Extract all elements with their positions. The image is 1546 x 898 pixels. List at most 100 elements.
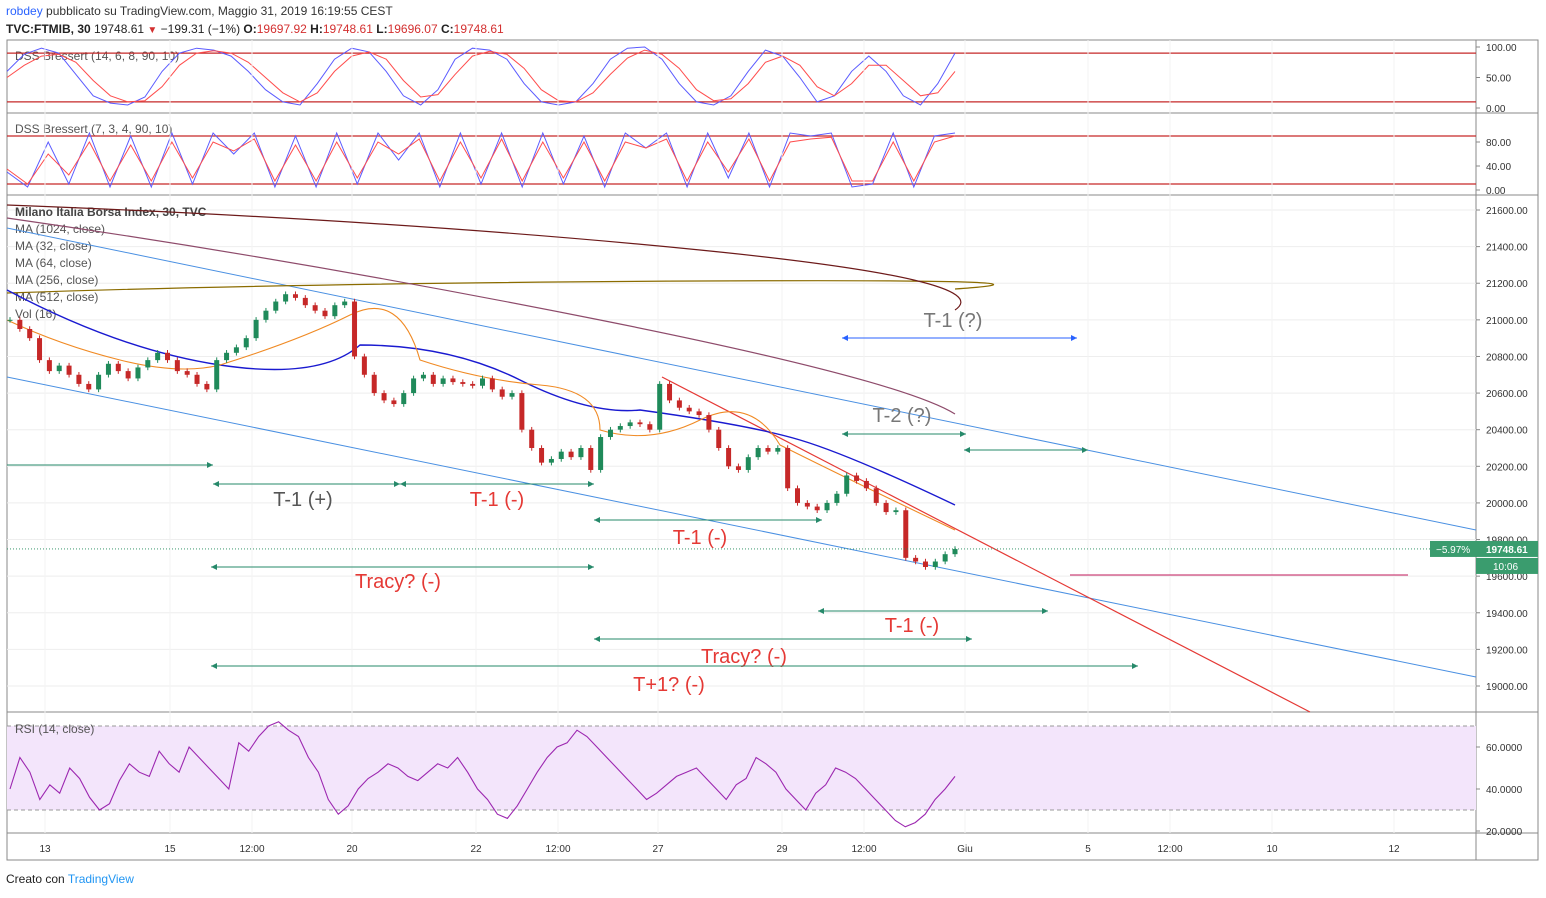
cycle-arrow-tail — [594, 636, 600, 642]
price-tick-label: 19400.00 — [1486, 609, 1528, 620]
symbol-info: TVC:FTMIB, 30 19748.61 ▼ −199.31 (−1%) O… — [6, 22, 504, 36]
close-value: 19748.61 — [453, 22, 504, 36]
dss2-title: DSS Bressert (7, 3, 4, 90, 10) — [15, 122, 172, 136]
dss2-slow-line — [6, 135, 956, 185]
ma256-line — [6, 217, 956, 415]
cycle-arrow-head — [207, 462, 213, 468]
candle-body — [204, 383, 210, 390]
candle-body — [194, 374, 200, 384]
time-tick-label: 29 — [776, 844, 788, 855]
ma64-line — [6, 289, 956, 506]
annotation-t1-minus: T-1 (-) — [885, 615, 939, 637]
candle-body — [302, 297, 308, 306]
dss1-tick-label: 0.00 — [1486, 104, 1506, 115]
countdown-badge — [1476, 557, 1538, 574]
time-tick-label: 20 — [346, 844, 358, 855]
candle-body — [647, 424, 653, 430]
candle-body — [922, 561, 928, 567]
time-tick-label: 13 — [39, 844, 51, 855]
candle-body — [548, 458, 554, 463]
time-tick-label: 22 — [470, 844, 482, 855]
candle-body — [903, 510, 909, 558]
created-with: Creato con — [6, 872, 65, 886]
rsi-tick-label: 60.0000 — [1486, 743, 1523, 754]
channel-upper-line — [6, 227, 1477, 531]
candle-body — [824, 502, 830, 511]
dss2-tick-label: 80.00 — [1486, 138, 1511, 149]
candle-body — [450, 378, 456, 383]
candle-body — [371, 374, 377, 394]
candle-body — [430, 374, 436, 384]
price-tick-label: 21600.00 — [1486, 206, 1528, 217]
candle-body — [627, 422, 633, 427]
last-change-badge — [1430, 540, 1477, 557]
chart-frame — [6, 39, 1539, 861]
ma32-line — [6, 307, 956, 531]
candle-body — [391, 400, 397, 405]
candle-body — [844, 475, 850, 494]
author-link[interactable]: robdey — [6, 4, 43, 18]
main-title: Milano Italia Borsa Index, 30, TVC — [15, 205, 207, 219]
symbol: TVC:FTMIB, 30 — [6, 22, 91, 36]
price-tick-label: 20200.00 — [1486, 462, 1528, 473]
candle-body — [253, 319, 259, 339]
candle-body — [7, 319, 13, 321]
candle-body — [883, 502, 889, 513]
candle-body — [233, 347, 239, 353]
annotation-tracy: Tracy? (-) — [701, 646, 787, 668]
cycle-arrow-tail — [211, 663, 217, 669]
dss2-fast-line — [6, 131, 956, 189]
candle-body — [726, 448, 732, 467]
candle-body — [578, 448, 584, 458]
candle-body — [932, 561, 938, 567]
candle-body — [519, 393, 525, 430]
cycle-arrow-head — [394, 481, 400, 487]
last-change-text: −5.97% — [1436, 545, 1470, 556]
cycle-arrow-tail — [964, 447, 970, 453]
candle-body — [283, 294, 289, 302]
price-tick-label: 20600.00 — [1486, 389, 1528, 400]
candle-body — [352, 301, 358, 357]
tradingview-logo[interactable]: TradingView — [67, 872, 134, 886]
price-tick-label: 20400.00 — [1486, 426, 1528, 437]
price-tick-label: 19000.00 — [1486, 682, 1528, 693]
cycle-arrow-head — [960, 431, 966, 437]
legend-entry: MA (64, close) — [15, 256, 92, 270]
candle-body — [243, 338, 249, 348]
candle-body — [411, 378, 417, 394]
candle-body — [361, 356, 367, 375]
candle-body — [165, 352, 170, 361]
last-price-badge — [1476, 540, 1538, 557]
candle-body — [588, 448, 594, 470]
last-price: 19748.61 — [94, 22, 145, 36]
candle-body — [617, 426, 623, 430]
candle-body — [676, 400, 682, 408]
price-tick-label: 21200.00 — [1486, 279, 1528, 290]
published-text: pubblicato su TradingView.com, Maggio 31… — [46, 4, 393, 18]
legend-entry: MA (512, close) — [15, 290, 98, 304]
candle-body — [804, 502, 810, 507]
candle-body — [509, 393, 515, 397]
dss2-tick-label: 40.00 — [1486, 162, 1511, 173]
price-tick-label: 20800.00 — [1486, 352, 1528, 363]
candle-body — [716, 429, 722, 448]
candle-body — [17, 319, 23, 329]
candle-body — [686, 407, 692, 412]
candle-body — [795, 488, 800, 503]
candle-body — [214, 360, 220, 390]
time-tick-label: 12:00 — [545, 844, 570, 855]
candle-body — [568, 451, 574, 458]
candle-body — [785, 448, 791, 489]
candle-body — [460, 382, 466, 384]
legend-entry: MA (32, close) — [15, 239, 92, 253]
cycle-arrow-tail — [818, 608, 824, 614]
candle-body — [952, 549, 958, 555]
candle-body — [381, 393, 387, 401]
candle-body — [37, 338, 43, 361]
cycle-arrow-head — [588, 564, 594, 570]
cycle-arrow-head — [816, 517, 822, 523]
candle-body — [292, 294, 298, 298]
candle-body — [66, 365, 72, 375]
annotation-t1-minus: T-1 (-) — [673, 527, 727, 549]
